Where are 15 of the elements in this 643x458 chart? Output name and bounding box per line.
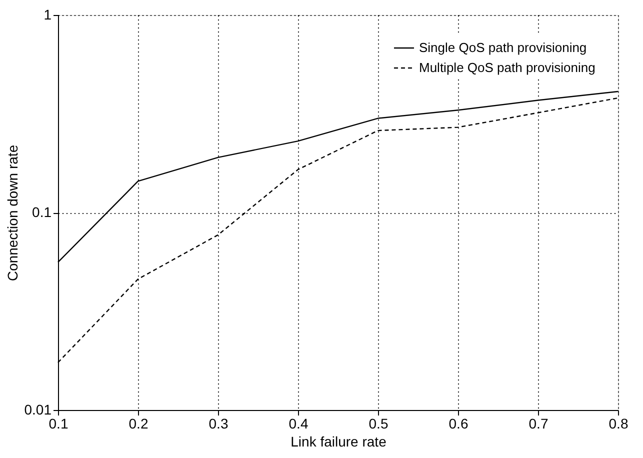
y-tick-label: 1 — [44, 6, 52, 22]
y-tick-label: 0.01 — [24, 402, 52, 418]
x-tick-label: 0.6 — [448, 416, 468, 432]
x-tick-label: 0.7 — [528, 416, 548, 432]
y-tick-label: 0.1 — [32, 204, 52, 220]
x-tick-label: 0.2 — [128, 416, 148, 432]
legend-label: Single QoS path provisioning — [419, 40, 587, 55]
legend-label: Multiple QoS path provisioning — [419, 60, 596, 75]
x-tick-label: 0.5 — [368, 416, 388, 432]
y-axis-title: Connection down rate — [4, 144, 20, 282]
x-tick-label: 0.4 — [288, 416, 308, 432]
x-tick-label: 0.8 — [608, 416, 628, 432]
x-axis-title: Link failure rate — [290, 434, 387, 450]
x-tick-label: 0.3 — [208, 416, 228, 432]
x-tick-label: 0.1 — [48, 416, 68, 432]
